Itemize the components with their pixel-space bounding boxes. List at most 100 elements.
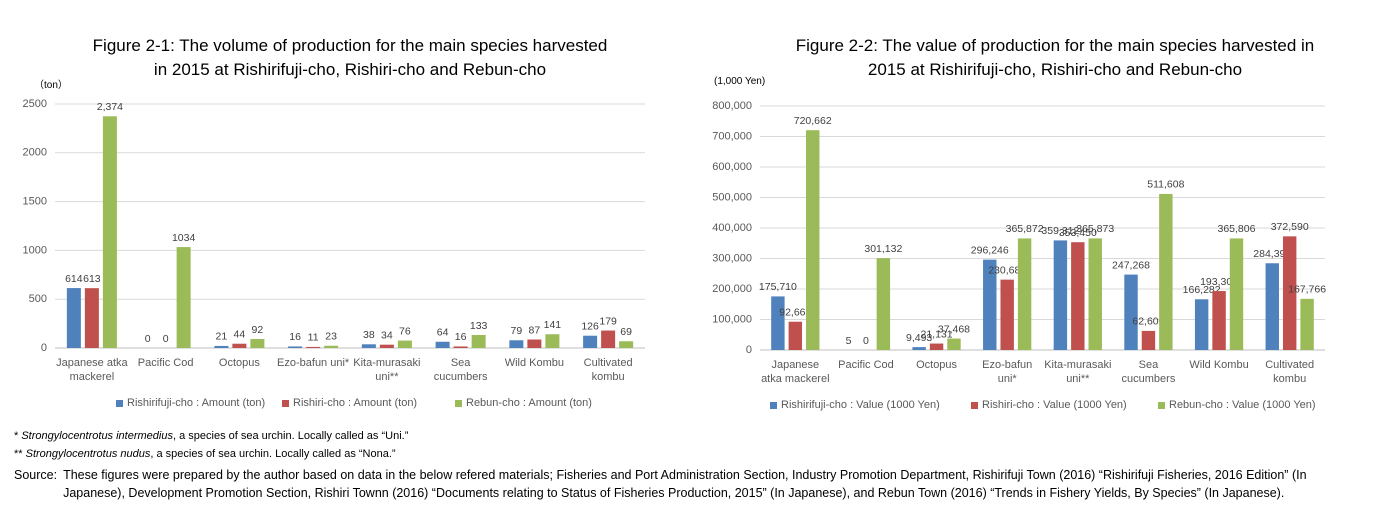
bar [771, 296, 785, 350]
footnote-mark: * [14, 430, 19, 442]
bar [176, 247, 191, 348]
x-tick-label: Cultivated kombu [1265, 359, 1315, 385]
data-label: 167,766 [1288, 284, 1326, 296]
data-label: 37,468 [938, 323, 970, 335]
bar [250, 339, 265, 348]
bar [1265, 263, 1279, 350]
legend-entry: Rebun-cho : Amount (ton) [455, 397, 592, 409]
bar [1212, 291, 1226, 350]
x-tick-label: Pacific Cod [838, 359, 894, 371]
y-tick-label: 400,000 [712, 222, 752, 234]
x-tick-label: Sea cucumbers [1121, 359, 1176, 385]
data-label: 365,872 [1006, 223, 1044, 235]
bar [788, 321, 803, 350]
footnote: ** Strongylocentrotus nudus, a species o… [14, 448, 396, 460]
bar [1124, 274, 1138, 350]
bar [306, 346, 321, 348]
legend-label: Rishiri-cho : Value (1000 Yen) [982, 399, 1127, 411]
data-label: 193,303 [1200, 276, 1238, 288]
legend-swatch [971, 401, 978, 409]
data-label: 16 [455, 331, 467, 343]
bar [1000, 279, 1014, 350]
bar [1159, 193, 1173, 350]
bar [453, 346, 468, 348]
footnote-text: , a species of sea urchin. Locally calle… [172, 430, 409, 442]
bar [947, 338, 961, 350]
y-tick-label: 600,000 [712, 161, 752, 173]
bar [1141, 330, 1156, 350]
data-label: 62,606 [1132, 316, 1164, 328]
legend-entry: Rishiri-cho : Value (1000 Yen) [971, 399, 1127, 411]
bar [214, 345, 229, 348]
data-label: 69 [620, 326, 632, 338]
source-text: These figures were prepared by the autho… [63, 468, 1307, 500]
y-tick-label: 200,000 [712, 283, 752, 295]
x-tick-label: Wild Kombu [1189, 359, 1249, 371]
source-label: Source: [14, 468, 58, 482]
data-label: 230,681 [988, 264, 1026, 276]
legend-entry: Rishiri-cho : Amount (ton) [282, 397, 417, 409]
data-label: 34 [381, 329, 393, 341]
footnote-mark: ** [14, 448, 23, 460]
bar [545, 334, 560, 348]
y-tick-label: 1000 [23, 244, 47, 256]
data-label: 11 [308, 332, 319, 344]
legend-swatch [116, 399, 123, 407]
data-label: 64 [437, 327, 449, 339]
bar [288, 346, 303, 348]
data-label: 353,450 [1059, 227, 1097, 239]
x-tick-label: Octopus [218, 357, 260, 369]
x-tick-label: Octopus [916, 359, 958, 371]
y-tick-label: 700,000 [712, 130, 752, 142]
legend-label: Rishirifuji-cho : Amount (ton) [127, 397, 266, 409]
footnote-text: , a species of sea urchin. Locally calle… [150, 448, 396, 460]
bar [601, 330, 616, 348]
data-label: 79 [511, 325, 523, 337]
bar [435, 341, 450, 348]
data-label: 613 [83, 273, 101, 285]
data-label: 301,132 [864, 243, 902, 255]
legend-entry: Rishirifuji-cho : Amount (ton) [116, 397, 265, 409]
bar [324, 345, 339, 348]
chart-title: Figure 2-1: The volume of production for… [92, 36, 608, 79]
x-tick-label: Japanese atka mackerel [56, 357, 128, 383]
legend-label: Rebun-cho : Amount (ton) [466, 397, 592, 409]
data-label: 38 [363, 329, 375, 341]
bar [619, 341, 634, 348]
bar [583, 335, 598, 348]
data-label: 179 [599, 315, 617, 327]
y-tick-label: 500 [29, 293, 47, 305]
x-tick-label: Kita-murasaki uni** [1044, 359, 1112, 385]
x-tick-label: Cultivated kombu [583, 357, 633, 383]
data-label: 166,282 [1183, 284, 1221, 296]
bar [471, 335, 486, 348]
data-label: 76 [399, 325, 411, 337]
x-tick-label: Pacific Cod [137, 357, 194, 369]
data-label: 365,873 [1076, 223, 1114, 235]
legend-label: Rebun-cho : Value (1000 Yen) [1169, 399, 1316, 411]
legend-swatch [455, 399, 462, 407]
y-tick-label: 2500 [23, 98, 47, 110]
data-label: 1034 [172, 232, 196, 244]
data-label: 247,268 [1112, 259, 1150, 271]
data-label: 284,397 [1253, 248, 1291, 260]
y-axis-label: （ton） [34, 80, 68, 91]
data-label: 5 [846, 335, 852, 347]
bar [66, 288, 81, 348]
bar [1194, 299, 1209, 350]
data-label: 23 [325, 331, 337, 343]
data-label: 0 [163, 333, 169, 345]
legend-label: Rishiri-cho : Amount (ton) [293, 397, 418, 409]
y-tick-label: 100,000 [712, 313, 752, 325]
bar [1088, 238, 1102, 350]
bar [912, 347, 926, 350]
bar [1300, 298, 1314, 350]
y-tick-label: 1500 [23, 196, 47, 208]
data-label: 9,493 [906, 332, 932, 344]
data-label: 614 [65, 273, 83, 285]
x-tick-label: Ezo-bafun uni* [982, 359, 1033, 385]
x-tick-label: Sea cucumbers [433, 357, 488, 383]
footnote-species: Strongylocentrotus intermedius [21, 430, 173, 442]
